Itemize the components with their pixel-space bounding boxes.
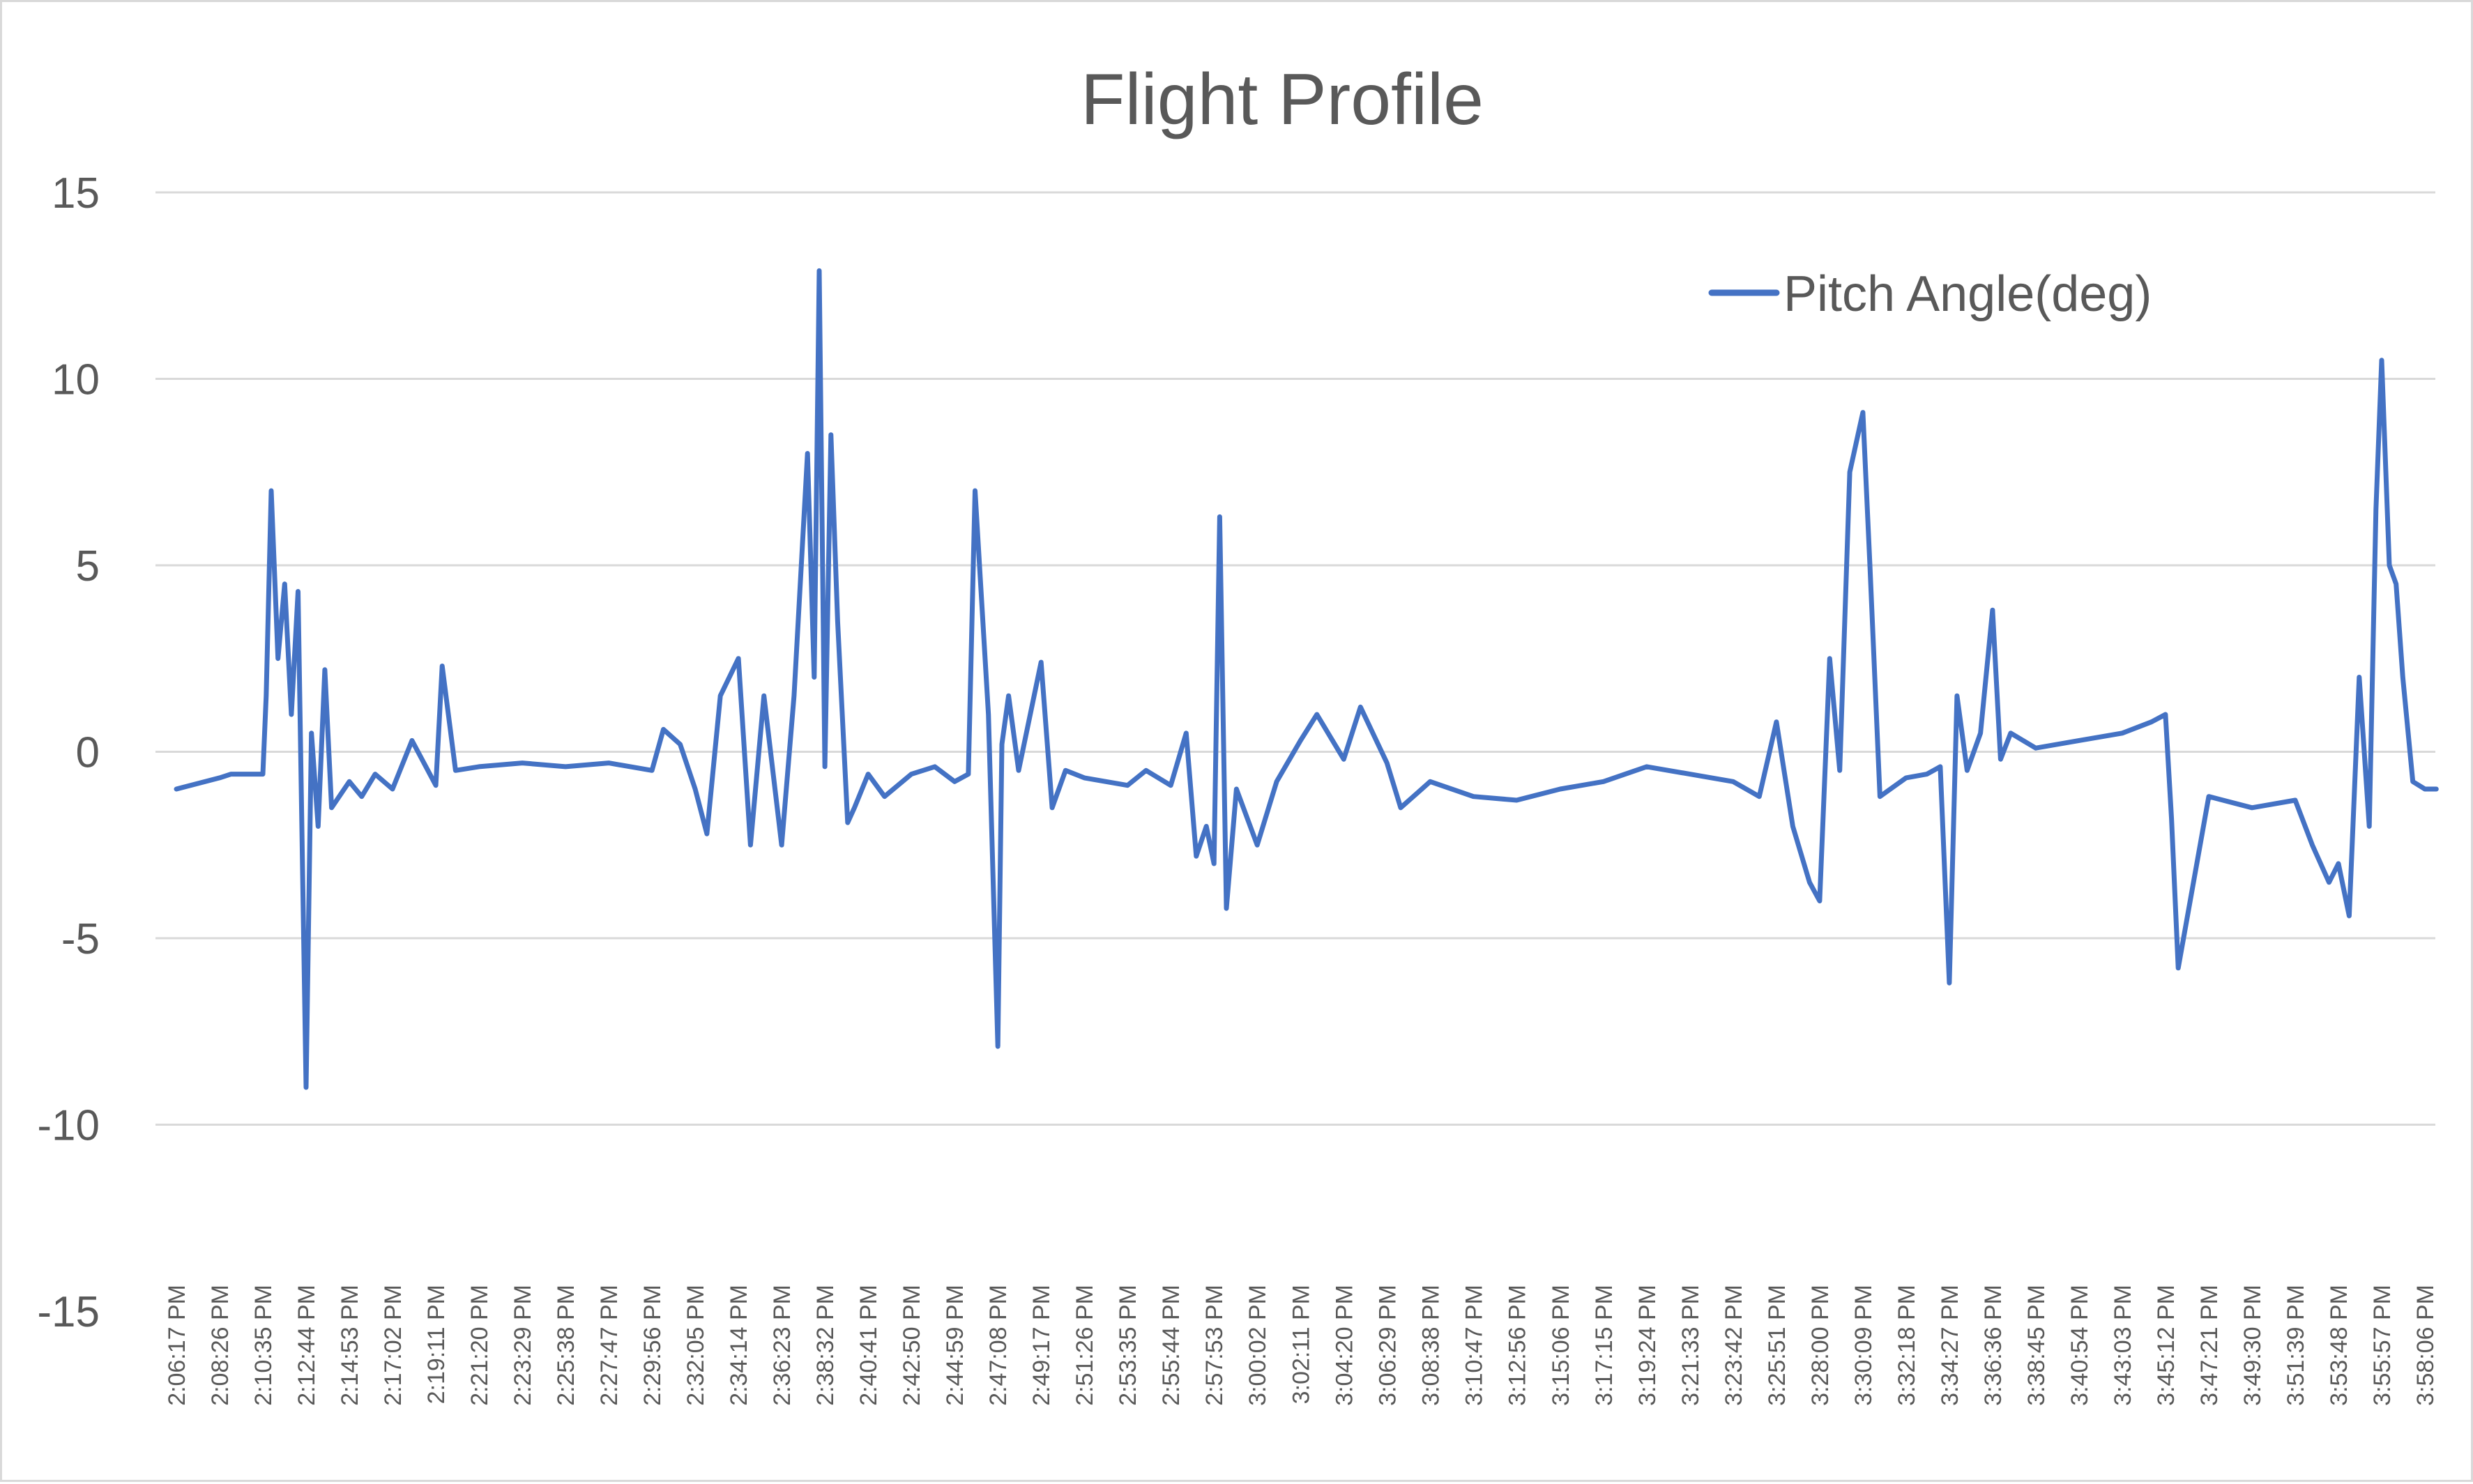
- y-tick-label: -5: [61, 915, 100, 963]
- x-tick-label: 3:00:02 PM: [1245, 1285, 1271, 1406]
- x-tick-label: 3:28:00 PM: [1807, 1285, 1834, 1406]
- x-tick-label: 3:51:39 PM: [2283, 1285, 2309, 1406]
- x-tick-label: 2:32:05 PM: [683, 1285, 709, 1406]
- x-tick-label: 3:43:03 PM: [2110, 1285, 2136, 1406]
- x-tick-label: 2:19:11 PM: [423, 1285, 450, 1404]
- x-tick-label: 3:36:36 PM: [1980, 1285, 2007, 1406]
- x-tick-label: 3:23:42 PM: [1721, 1285, 1747, 1406]
- y-tick-label: 15: [52, 169, 100, 217]
- x-axis-ticks: 2:06:17 PM 2:08:26 PM 2:10:35 PM 2:12:44 PM…: [164, 1285, 2439, 1406]
- legend: Pitch Angle(deg): [1708, 266, 2152, 322]
- x-tick-label: 3:40:54 PM: [2067, 1285, 2093, 1406]
- x-tick-label: 2:08:26 PM: [207, 1285, 234, 1406]
- y-tick-label: -15: [37, 1288, 100, 1336]
- x-tick-label: 3:34:27 PM: [1937, 1285, 1963, 1406]
- y-axis-ticks: 15 10 5 0 -5 -10 -15: [37, 169, 100, 1336]
- x-tick-label: 2:44:59 PM: [942, 1285, 968, 1406]
- x-tick-label: 2:47:08 PM: [985, 1285, 1012, 1406]
- x-tick-label: 3:49:30 PM: [2239, 1285, 2266, 1406]
- x-tick-label: 2:55:44 PM: [1158, 1285, 1185, 1406]
- x-tick-label: 3:55:57 PM: [2369, 1285, 2396, 1406]
- y-tick-label: 5: [76, 542, 100, 590]
- x-tick-label: 2:42:50 PM: [899, 1285, 925, 1406]
- x-tick-label: 3:12:56 PM: [1504, 1285, 1530, 1406]
- x-tick-label: 3:25:51 PM: [1764, 1285, 1790, 1406]
- x-tick-label: 2:21:20 PM: [466, 1285, 493, 1406]
- chart-title: Flight Profile: [1081, 59, 1484, 140]
- x-tick-label: 2:29:56 PM: [639, 1285, 666, 1406]
- legend-label: Pitch Angle(deg): [1783, 266, 2152, 322]
- x-tick-label: 2:06:17 PM: [164, 1285, 190, 1406]
- y-tick-label: 10: [52, 356, 100, 404]
- x-tick-label: 3:10:47 PM: [1461, 1285, 1487, 1406]
- x-tick-label: 3:47:21 PM: [2196, 1285, 2223, 1406]
- x-tick-label: 2:12:44 PM: [294, 1285, 320, 1406]
- x-tick-label: 2:40:41 PM: [855, 1285, 882, 1406]
- x-tick-label: 2:14:53 PM: [337, 1285, 363, 1406]
- series-line: [174, 268, 2439, 1090]
- x-tick-label: 3:21:33 PM: [1677, 1285, 1704, 1406]
- x-tick-label: 2:27:47 PM: [596, 1285, 623, 1406]
- x-tick-label: 2:36:23 PM: [769, 1285, 796, 1406]
- x-tick-label: 3:30:09 PM: [1850, 1285, 1877, 1406]
- x-tick-label: 3:38:45 PM: [2023, 1285, 2050, 1406]
- x-tick-label: 2:25:38 PM: [553, 1285, 579, 1406]
- x-tick-label: 3:04:20 PM: [1331, 1285, 1357, 1406]
- y-tick-label: -10: [37, 1102, 100, 1150]
- x-tick-label: 3:08:38 PM: [1417, 1285, 1444, 1406]
- x-tick-label: 2:53:35 PM: [1115, 1285, 1141, 1406]
- x-tick-label: 2:34:14 PM: [726, 1285, 752, 1406]
- series-layer: [174, 268, 2439, 1090]
- x-tick-label: 2:38:32 PM: [812, 1285, 839, 1406]
- x-tick-label: 2:49:17 PM: [1028, 1285, 1055, 1406]
- x-tick-label: 3:15:06 PM: [1548, 1285, 1574, 1406]
- x-tick-label: 3:32:18 PM: [1894, 1285, 1920, 1406]
- x-tick-label: 3:06:29 PM: [1374, 1285, 1401, 1406]
- x-tick-label: 2:51:26 PM: [1072, 1285, 1098, 1406]
- x-tick-label: 3:02:11 PM: [1288, 1285, 1314, 1404]
- x-tick-label: 3:53:48 PM: [2326, 1285, 2352, 1406]
- x-tick-label: 2:23:29 PM: [510, 1285, 536, 1406]
- x-tick-label: 2:57:53 PM: [1201, 1285, 1228, 1406]
- x-tick-label: 3:58:06 PM: [2412, 1285, 2439, 1406]
- x-tick-label: 3:45:12 PM: [2153, 1285, 2179, 1406]
- y-tick-label: 0: [76, 729, 100, 777]
- x-tick-label: 2:17:02 PM: [380, 1285, 406, 1406]
- x-tick-label: 3:17:15 PM: [1591, 1285, 1618, 1406]
- grid-lines: [155, 191, 2435, 1126]
- x-tick-label: 2:10:35 PM: [250, 1285, 277, 1406]
- x-tick-label: 3:19:24 PM: [1634, 1285, 1661, 1406]
